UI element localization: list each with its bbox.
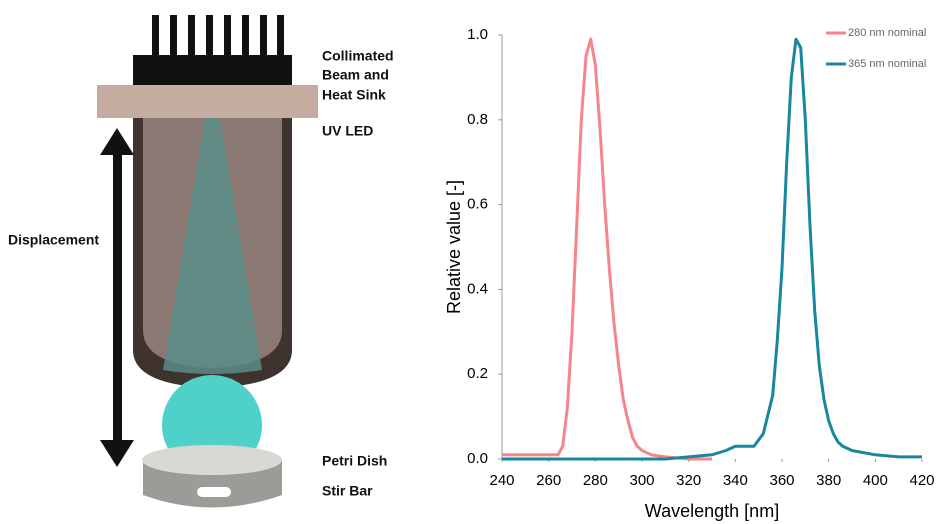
x-axis-label: Wavelength [nm] [645,501,779,521]
y-tick-label: 0.6 [467,196,488,213]
y-tick-label: 0.0 [467,450,488,467]
displacement-arrow [100,128,134,467]
label: Beam and [322,67,389,83]
label: Petri Dish [322,453,387,469]
label: Heat Sink [322,87,386,103]
y-tick-label: 1.0 [467,26,488,43]
label: UV LED [322,123,373,139]
x-tick-label: 360 [769,472,794,489]
led-plate [97,85,318,118]
x-tick-label: 340 [723,472,748,489]
y-tick-label: 0.4 [467,280,488,297]
label: Stir Bar [322,483,373,499]
label: Displacement [8,232,99,248]
x-tick-label: 300 [629,472,654,489]
x-tick-label: 260 [536,472,561,489]
y-tick-label: 0.8 [467,111,488,128]
label: Collimated [322,48,394,64]
stir-bar [197,487,231,497]
beam-cone [163,118,262,374]
x-tick-label: 280 [583,472,608,489]
y-axis-label: Relative value [-] [444,180,464,314]
x-tick-label: 380 [816,472,841,489]
chart: Wavelength [nm] Relative value [-] 0.0 0.… [444,26,935,521]
heat-sink [133,15,292,87]
x-tick-label: 400 [863,472,888,489]
legend-label: 280 nm nominal [848,27,926,39]
x-tick-label: 320 [676,472,701,489]
y-tick-label: 0.2 [467,365,488,382]
diagram: Collimated Beam and Heat Sink UV LED Dis… [8,15,394,508]
x-tick-label: 420 [909,472,934,489]
series-line [502,37,712,461]
legend-label: 365 nm nominal [848,58,926,70]
petri-dish-top [142,445,282,475]
series-line [502,37,922,461]
x-tick-label: 240 [489,472,514,489]
